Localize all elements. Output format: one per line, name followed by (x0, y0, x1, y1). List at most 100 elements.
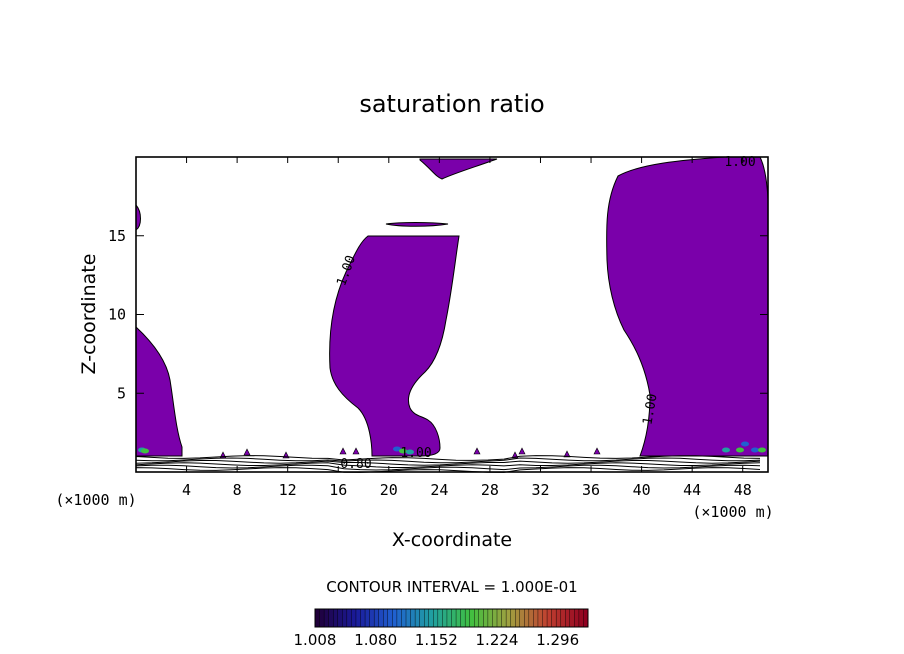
surface-contour-0 (135, 455, 761, 461)
x-tick-label-12: 12 (279, 481, 297, 499)
y-axis-ticks: 5 10 15 (108, 227, 768, 402)
colorbar-swatch-51 (546, 608, 553, 628)
colorbar-swatch-14 (378, 608, 384, 628)
colorbar-swatch-3 (328, 608, 334, 628)
contour-label-3: 0.80 (340, 457, 371, 472)
x-tick-label-48: 48 (734, 481, 752, 499)
colorbar-swatch-52 (551, 608, 557, 628)
colorbar-swatch-10 (360, 608, 366, 628)
colorbar-label-3: 1.224 (476, 631, 519, 649)
colorbar-swatch-46 (524, 608, 530, 628)
small-cell-4 (352, 447, 360, 455)
colorbar-swatch-21 (410, 608, 416, 628)
speckle-2 (393, 446, 401, 452)
colorbar-swatch-29 (446, 608, 453, 628)
contour-label-4: 1.00 (400, 446, 431, 461)
colorbar-swatch-43 (510, 608, 516, 628)
x-tick-label-20: 20 (380, 481, 398, 499)
colorbar-swatch-19 (401, 608, 407, 628)
colorbar-swatch-45 (519, 608, 525, 628)
y-tick-label-15: 15 (108, 227, 126, 245)
x-tick-label-8: 8 (233, 481, 242, 499)
small-cell-7 (518, 447, 526, 455)
x-axis-title: X-coordinate (392, 529, 512, 551)
speckle-9 (741, 441, 749, 447)
x-tick-label-28: 28 (481, 481, 499, 499)
colorbar-swatch-50 (542, 608, 548, 628)
colorbar-swatch-39 (492, 608, 498, 628)
colorbar-swatch-5 (337, 608, 343, 628)
small-cell-9 (593, 447, 601, 455)
colorbar-swatch-48 (533, 608, 539, 628)
colorbar-swatch-1 (319, 608, 325, 628)
colorbar-labels: 1.008 1.080 1.152 1.224 1.296 (294, 631, 580, 649)
contour-lines (135, 455, 761, 473)
colorbar-swatch-28 (442, 608, 448, 628)
y-tick-label-10: 10 (108, 306, 126, 324)
small-cell-3 (339, 447, 347, 455)
colorbar-swatch-33 (464, 608, 471, 628)
colorbar-swatch-35 (474, 608, 480, 628)
colorbar (314, 608, 589, 628)
colorbar-swatch-9 (355, 608, 362, 628)
colorbar-swatch-24 (424, 608, 430, 628)
speckle-1 (141, 448, 149, 454)
colorbar-label-4: 1.296 (536, 631, 579, 649)
colorbar-swatch-26 (433, 608, 439, 628)
colorbar-swatch-36 (478, 608, 484, 628)
small-cell-8 (563, 450, 571, 458)
colorbar-swatch-54 (560, 608, 566, 628)
colorbar-swatch-27 (437, 608, 443, 628)
x-tick-label-32: 32 (531, 481, 549, 499)
x-tick-label-40: 40 (633, 481, 651, 499)
surface-contour-1 (135, 457, 761, 464)
colorbar-swatch-58 (578, 608, 584, 628)
colorbar-label-1: 1.080 (354, 631, 397, 649)
colorbar-swatch-2 (323, 608, 330, 628)
speckle-5 (722, 447, 730, 453)
colorbar-swatch-15 (383, 608, 389, 628)
small-cell-5 (473, 447, 481, 455)
colorbar-swatch-6 (342, 608, 348, 628)
supersaturated-regions (135, 156, 769, 459)
colorbar-swatch-18 (396, 608, 402, 628)
colorbar-swatch-30 (451, 608, 457, 628)
colorbar-swatch-7 (346, 608, 352, 628)
speckle-8 (758, 447, 766, 453)
colorbar-swatch-20 (405, 608, 412, 628)
colorbar-swatch-49 (537, 608, 544, 628)
colorbar-swatch-32 (460, 608, 466, 628)
colorbar-frame (314, 608, 589, 628)
colorbar-label-2: 1.152 (415, 631, 458, 649)
colorbar-swatch-16 (387, 608, 393, 628)
colorbar-swatch-25 (428, 608, 434, 628)
colorbar-swatch-8 (351, 608, 357, 628)
colorbar-swatch-4 (333, 608, 339, 628)
surface-contour-2 (135, 460, 761, 466)
y-tick-label-5: 5 (117, 384, 126, 402)
colorbar-swatch-57 (574, 608, 580, 628)
contour-label-2: 1.00 (640, 393, 660, 426)
speckle-4 (406, 449, 414, 455)
small-cell-1 (243, 448, 251, 456)
x-axis-ticks: 4 8 12 16 20 24 28 32 36 40 44 48 (182, 157, 752, 499)
colorbar-swatch-47 (528, 608, 534, 628)
colorbar-swatch-0 (314, 608, 321, 628)
x-tick-label-24: 24 (430, 481, 448, 499)
colorbar-swatch-56 (569, 608, 575, 628)
cloud-top-center (419, 158, 498, 180)
colorbar-swatch-17 (392, 608, 398, 628)
x-unit-label: (×1000 m) (55, 491, 136, 509)
speckle-3 (399, 448, 407, 454)
colorbar-swatch-40 (496, 608, 503, 628)
cloud-thin-band (385, 222, 449, 227)
colorbar-swatch-11 (364, 608, 371, 628)
contour-label-1: 1.00 (724, 155, 755, 170)
y-axis-title: Z-coordinate (78, 254, 100, 375)
x-tick-label-4: 4 (182, 481, 191, 499)
x-unit-label-right: (×1000 m) (692, 503, 773, 521)
colorbar-swatch-53 (555, 608, 562, 628)
colorbar-swatch-41 (501, 608, 507, 628)
speckle-7 (751, 447, 759, 453)
chart-title: saturation ratio (359, 90, 544, 118)
